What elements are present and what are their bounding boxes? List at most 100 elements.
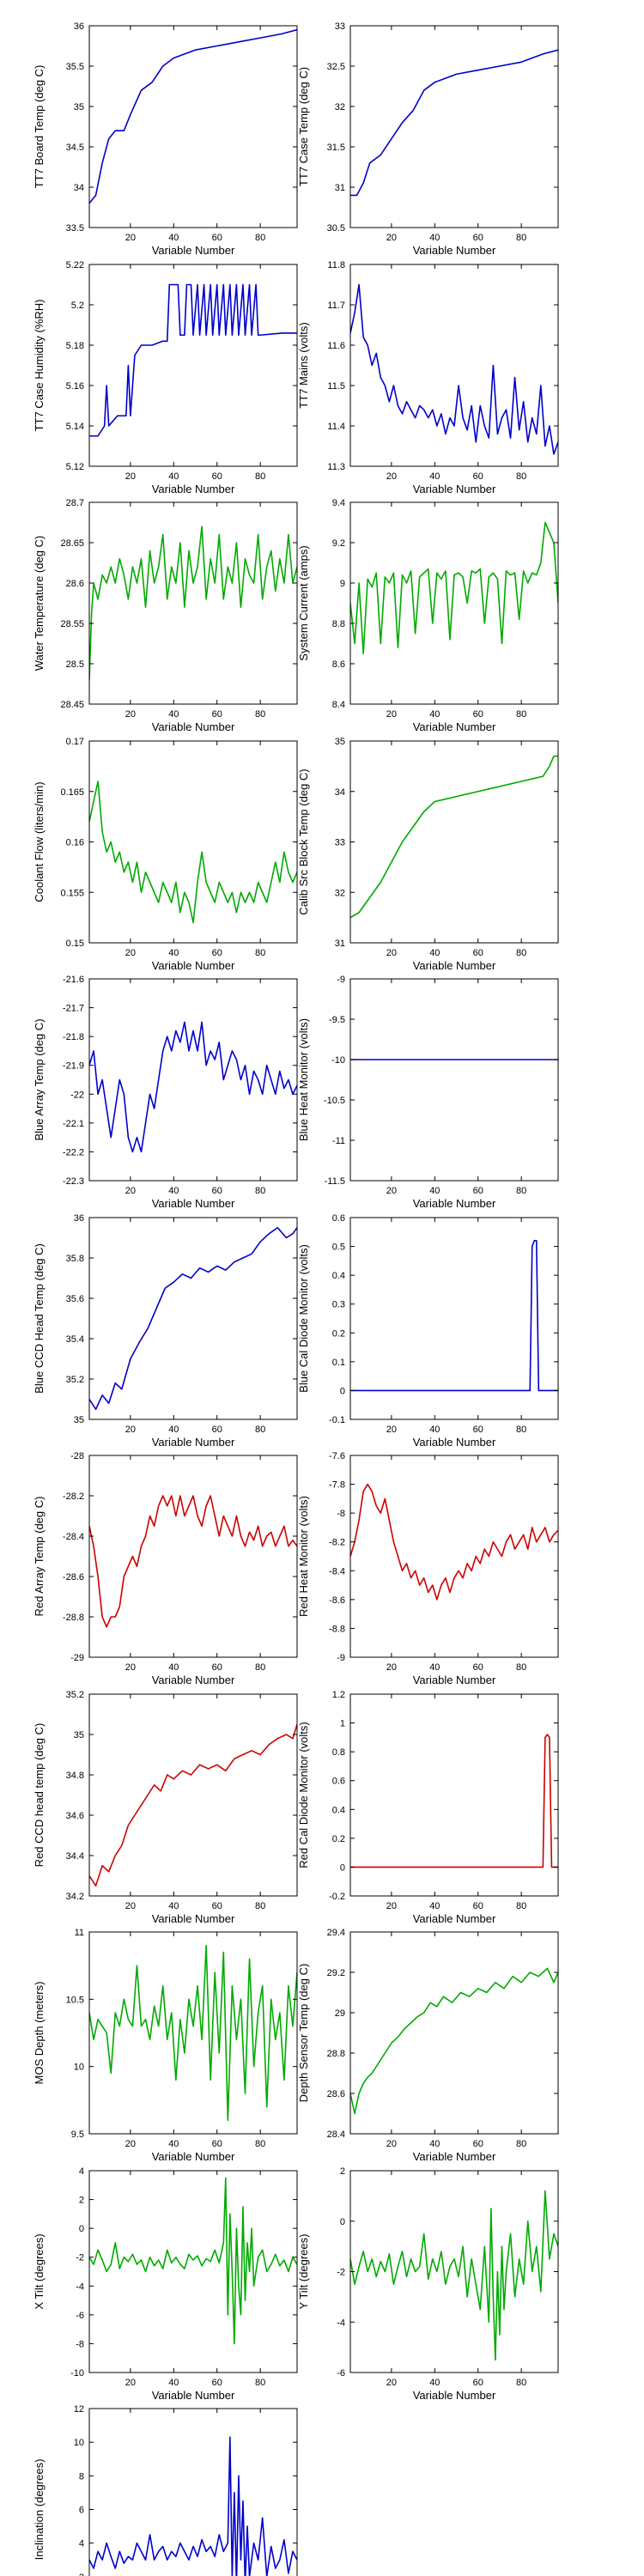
- plot-frame: [88, 2170, 298, 2373]
- y-tick-label: -7.8: [329, 1480, 345, 1491]
- x-tick-label: 60: [212, 2378, 222, 2388]
- y-tick-label: -0.1: [329, 1415, 345, 1425]
- y-axis-title: Calib Src Block Temp (deg C): [297, 769, 310, 914]
- y-tick-label: -28.4: [63, 1532, 84, 1542]
- x-axis-title: Variable Number: [413, 720, 496, 733]
- plot-frame: [88, 501, 298, 705]
- y-tick-label: 9.2: [332, 538, 345, 549]
- x-tick-label: 80: [255, 2139, 265, 2149]
- series-line-calib-src-block-temp: [350, 755, 558, 919]
- chart-red-array-temp: 20 40 60 80 -29 -28.8 -28.6 -28.4 -28.2 -28 Variab…: [33, 1451, 298, 1686]
- x-tick-label: 20: [125, 1662, 136, 1673]
- y-tick-label: -9: [337, 975, 345, 985]
- x-axis-title: Variable Number: [413, 1197, 496, 1210]
- y-tick-label: 9.5: [71, 2129, 84, 2140]
- x-tick-label: 40: [429, 1662, 440, 1673]
- x-tick-label: 60: [473, 233, 483, 243]
- series-line-y-tilt: [350, 2190, 558, 2361]
- x-tick-label: 20: [386, 1901, 397, 1911]
- x-tick-label: 80: [516, 233, 526, 243]
- y-tick-label: 34.8: [66, 1771, 84, 1781]
- y-tick-label: -22.1: [63, 1119, 84, 1129]
- y-tick-label: 0.6: [332, 1777, 345, 1787]
- x-tick-label: 40: [429, 709, 440, 720]
- x-tick-label: 80: [516, 471, 526, 482]
- y-tick-label: 0.15: [66, 939, 84, 949]
- plot-frame: [88, 264, 298, 467]
- plot-frame: [88, 1693, 298, 1897]
- series-line-tt7-mains: [350, 283, 558, 455]
- chart-x-tilt: 20 40 60 80 -10 -8 -6 -4 -2 0 2 4 Variable Number X T…: [33, 2166, 298, 2402]
- plot-frame: [349, 1217, 559, 1420]
- x-tick-label: 60: [473, 1662, 483, 1673]
- series-line-system-current: [350, 521, 558, 655]
- y-axis-title: Coolant Flow (liters/min): [33, 781, 46, 902]
- y-tick-label: 35: [74, 1415, 84, 1425]
- plot-frame: [349, 264, 559, 467]
- y-tick-label: 33.5: [66, 223, 84, 234]
- y-tick-label: 5.22: [66, 260, 84, 270]
- x-tick-label: 40: [168, 1425, 179, 1435]
- y-tick-label: 28.45: [60, 700, 84, 710]
- y-tick-label: -22: [70, 1090, 84, 1100]
- y-tick-label: 8.8: [332, 619, 345, 629]
- x-axis-title: Variable Number: [152, 1436, 235, 1449]
- plot-frame: [349, 25, 559, 228]
- x-tick-label: 60: [473, 1901, 483, 1911]
- x-tick-label: 40: [429, 948, 440, 958]
- series-line-x-tilt: [89, 2177, 297, 2345]
- x-tick-label: 80: [516, 1662, 526, 1673]
- y-tick-label: 32: [335, 888, 345, 898]
- x-tick-label: 80: [255, 471, 265, 482]
- y-axis-title: MOS Depth (meters): [33, 1982, 46, 2085]
- x-tick-label: 40: [429, 471, 440, 482]
- x-tick-label: 60: [473, 709, 483, 720]
- y-tick-label: 9: [340, 579, 345, 589]
- y-tick-label: 28.4: [327, 2129, 345, 2140]
- chart-calib-src-block-temp: 20 40 60 80 31 32 33 34 35 Variable Number Calib S…: [297, 737, 559, 972]
- x-tick-label: 20: [386, 233, 397, 243]
- plot-frame: [349, 2170, 559, 2373]
- series-line-blue-ccd-head-temp: [89, 1226, 297, 1411]
- x-tick-label: 40: [168, 1901, 179, 1911]
- x-axis-title: Variable Number: [413, 2150, 496, 2163]
- chart-red-heat-monitor: 20 40 60 80 -9 -8.8 -8.6 -8.4 -8.2 -8 -7.8 -7.6 Vari…: [297, 1451, 559, 1686]
- x-tick-label: 80: [516, 2378, 526, 2388]
- x-axis-title: Variable Number: [413, 959, 496, 972]
- y-tick-label: -6: [76, 2311, 84, 2321]
- y-tick-label: 35.2: [66, 1690, 84, 1700]
- x-tick-label: 80: [255, 1186, 265, 1196]
- y-tick-label: 5.2: [71, 301, 84, 311]
- y-tick-label: -21.9: [63, 1061, 84, 1072]
- chart-tt7-case-humidity: 20 40 60 80 5.12 5.14 5.16 5.18 5.2 5.22 Variable …: [33, 260, 298, 495]
- plot-frame: [88, 25, 298, 228]
- y-axis-title: TT7 Case Humidity (%RH): [33, 300, 46, 432]
- chart-y-tilt: 20 40 60 80 -6 -4 -2 0 2 Variable Number Y Tilt (d…: [297, 2166, 559, 2402]
- y-tick-label: -21.7: [63, 1004, 84, 1014]
- y-tick-label: -8: [76, 2339, 84, 2349]
- x-axis-title: Variable Number: [152, 1912, 235, 1925]
- plot-frame: [349, 1931, 559, 2135]
- y-tick-label: -0.2: [329, 1892, 345, 1902]
- y-tick-label: 1.2: [332, 1690, 345, 1700]
- x-tick-label: 20: [386, 709, 397, 720]
- x-tick-label: 20: [125, 2139, 136, 2149]
- x-tick-label: 20: [125, 709, 136, 720]
- y-tick-label: 10: [74, 2438, 84, 2448]
- y-tick-label: 35: [335, 737, 345, 747]
- y-tick-label: 0.17: [66, 737, 84, 747]
- x-tick-label: 60: [212, 1662, 222, 1673]
- y-tick-label: 11.8: [327, 260, 345, 270]
- x-tick-label: 40: [168, 1662, 179, 1673]
- y-tick-label: 11.7: [327, 301, 345, 311]
- x-axis-title: Variable Number: [152, 2389, 235, 2402]
- y-tick-label: 0.8: [332, 1747, 345, 1758]
- plot-frame: [88, 1455, 298, 1658]
- series-line-depth-sensor-temp: [350, 1967, 558, 2115]
- y-tick-label: -22.2: [63, 1147, 84, 1157]
- plot-frame: [88, 1217, 298, 1420]
- chart-blue-ccd-head-temp: 20 40 60 80 35 35.2 35.4 35.6 35.8 36 Variable Num…: [33, 1213, 298, 1449]
- y-tick-label: -7.6: [329, 1451, 345, 1461]
- x-tick-label: 40: [168, 709, 179, 720]
- x-tick-label: 20: [125, 1425, 136, 1435]
